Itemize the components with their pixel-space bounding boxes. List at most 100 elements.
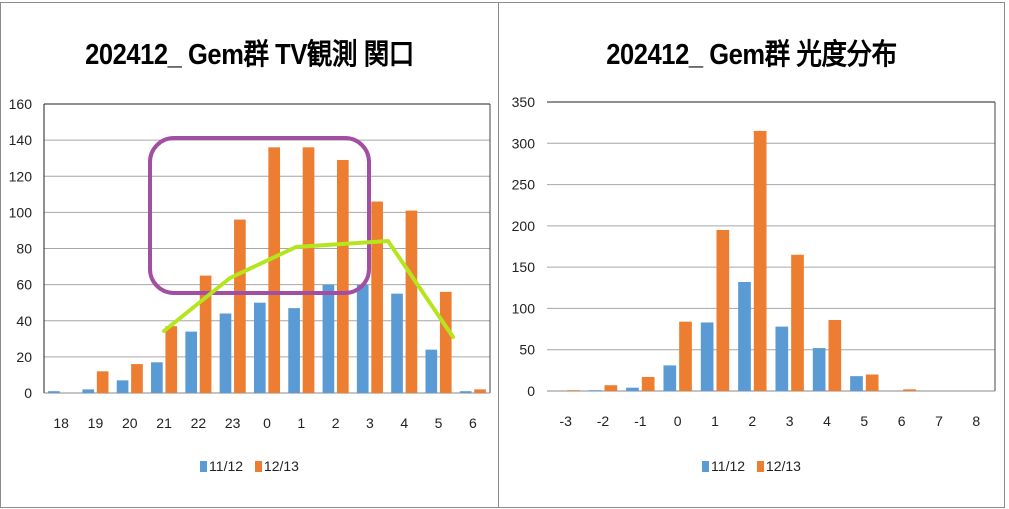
legend-label: 11/12 — [209, 458, 244, 474]
bar-11-12-21 — [151, 362, 163, 393]
bar-12-13-6 — [903, 389, 916, 391]
bar-11-12-5 — [425, 349, 438, 393]
bar-11-12-22 — [185, 331, 198, 393]
x-tick-label: 22 — [191, 415, 207, 431]
y-tick-label: 60 — [16, 277, 32, 293]
x-tick-label: 5 — [860, 413, 868, 429]
bar-11-12-0 — [253, 302, 266, 393]
bar-12-13-5 — [439, 291, 452, 393]
y-tick-label: 350 — [512, 94, 536, 110]
bar-12-13-20 — [131, 364, 143, 393]
bar-12-13-19 — [96, 371, 109, 393]
x-tick-label: 3 — [786, 413, 794, 429]
legend-swatch-icon — [756, 460, 764, 472]
y-tick-label: 50 — [519, 342, 535, 358]
x-tick-label: 21 — [156, 415, 172, 431]
bar-12-13-0 — [679, 321, 692, 391]
x-tick-label: 7 — [935, 413, 943, 429]
bar-12-13-5 — [865, 374, 879, 391]
bar-chart-magnitude: 0 50 100 150 200 250 300 350 -3 -2 -1 0 1 2 3 4 5 6 7 8 — [512, 94, 996, 429]
highlight-box — [148, 136, 371, 295]
chart-legend: 11/12 12/13 — [499, 458, 1004, 475]
legend-item-series2: 12/13 — [756, 458, 801, 474]
bar-11-12-0 — [663, 365, 677, 391]
x-tick-label: 2 — [332, 415, 340, 431]
bar-12-13-2 — [753, 130, 767, 391]
bar-11-12-2 — [738, 282, 751, 391]
bar-12-13-1 — [716, 229, 730, 391]
bar-12-13-3 — [791, 254, 804, 391]
x-tick-label: 19 — [88, 415, 104, 431]
bar-11-12-6 — [459, 391, 472, 393]
bar-12-13--1 — [641, 376, 655, 391]
bar-11-12-20 — [116, 380, 129, 393]
bar-12-13-6 — [474, 389, 486, 393]
bar-12-13--2 — [604, 385, 618, 391]
y-tick-label: 160 — [9, 96, 33, 112]
trend-line — [162, 239, 455, 339]
y-tick-label: 140 — [9, 132, 33, 148]
x-tick-label: 2 — [748, 413, 756, 429]
bar-12-13-2 — [336, 159, 349, 393]
legend-label: 12/13 — [263, 458, 299, 474]
chart-title: 202412_ Gem群 TV観測 関口 — [85, 39, 414, 71]
bar-12-13-22 — [199, 275, 212, 393]
bar-11-12-4 — [812, 348, 826, 391]
bar-11-12-19 — [82, 389, 95, 393]
bar-11-12--1 — [626, 387, 639, 391]
x-tick-label: 6 — [898, 413, 906, 429]
x-tick-label: -3 — [559, 413, 572, 429]
legend-label: 11/12 — [711, 458, 746, 474]
bar-11-12-3 — [775, 326, 789, 391]
bar-12-13-1 — [302, 147, 315, 393]
bar-11-12-18 — [48, 391, 60, 393]
x-tick-label: 20 — [122, 415, 138, 431]
y-tick-label: 20 — [16, 349, 32, 365]
bar-12-13-0 — [268, 147, 281, 393]
bar-11-12-3 — [356, 284, 369, 393]
y-tick-label: 300 — [512, 135, 536, 151]
chart-title: 202412_ Gem群 光度分布 — [606, 39, 897, 71]
y-tick-label: 150 — [512, 259, 536, 275]
x-tick-label: 4 — [400, 415, 408, 431]
chart-panel-magnitude-distribution: 202412_ Gem群 光度分布 0 50 100 150 200 250 300 350-… — [498, 2, 1005, 508]
x-tick-label: -2 — [597, 413, 610, 429]
legend-swatch-icon — [702, 460, 710, 472]
x-tick-label: -1 — [634, 413, 647, 429]
x-tick-label: 23 — [225, 415, 241, 431]
legend-swatch-icon — [254, 460, 262, 472]
y-tick-label: 40 — [16, 313, 32, 329]
bar-12-13--3 — [567, 390, 580, 391]
y-tick-label: 100 — [512, 300, 536, 316]
bar-11-12-23 — [219, 313, 232, 393]
bar-12-13-4 — [405, 210, 418, 393]
x-tick-label: 0 — [674, 413, 682, 429]
bar-12-13-21 — [165, 326, 178, 393]
chart-panel-tv-observation: 202412_ Gem群 TV観測 関口 0 20 40 60 80 100 120 140 1… — [0, 2, 498, 508]
bar-11-12-1 — [288, 308, 300, 393]
x-tick-label: 8 — [972, 413, 980, 429]
bar-11-12-5 — [850, 376, 863, 391]
legend-label: 12/13 — [765, 458, 801, 474]
y-tick-label: 120 — [9, 168, 33, 184]
y-tick-label: 200 — [512, 218, 536, 234]
x-tick-label: 18 — [53, 415, 69, 431]
bar-12-13-3 — [371, 201, 383, 393]
y-tick-label: 250 — [512, 177, 536, 193]
x-tick-label: 6 — [469, 415, 477, 431]
x-tick-label: 4 — [823, 413, 831, 429]
legend-swatch-icon — [200, 460, 208, 472]
x-tick-label: 0 — [263, 415, 271, 431]
x-tick-label: 3 — [366, 415, 374, 431]
legend-item-series1: 11/12 — [702, 458, 745, 474]
bar-11-12-2 — [322, 284, 335, 393]
y-tick-label: 0 — [24, 385, 32, 401]
bar-11-12-4 — [391, 293, 403, 393]
x-tick-label: 5 — [435, 415, 443, 431]
x-tick-label: 1 — [297, 415, 305, 431]
y-tick-label: 80 — [16, 241, 32, 257]
y-tick-label: 0 — [527, 383, 535, 399]
bar-12-13-4 — [828, 319, 842, 391]
chart-legend: 11/12 12/13 — [1, 458, 498, 475]
